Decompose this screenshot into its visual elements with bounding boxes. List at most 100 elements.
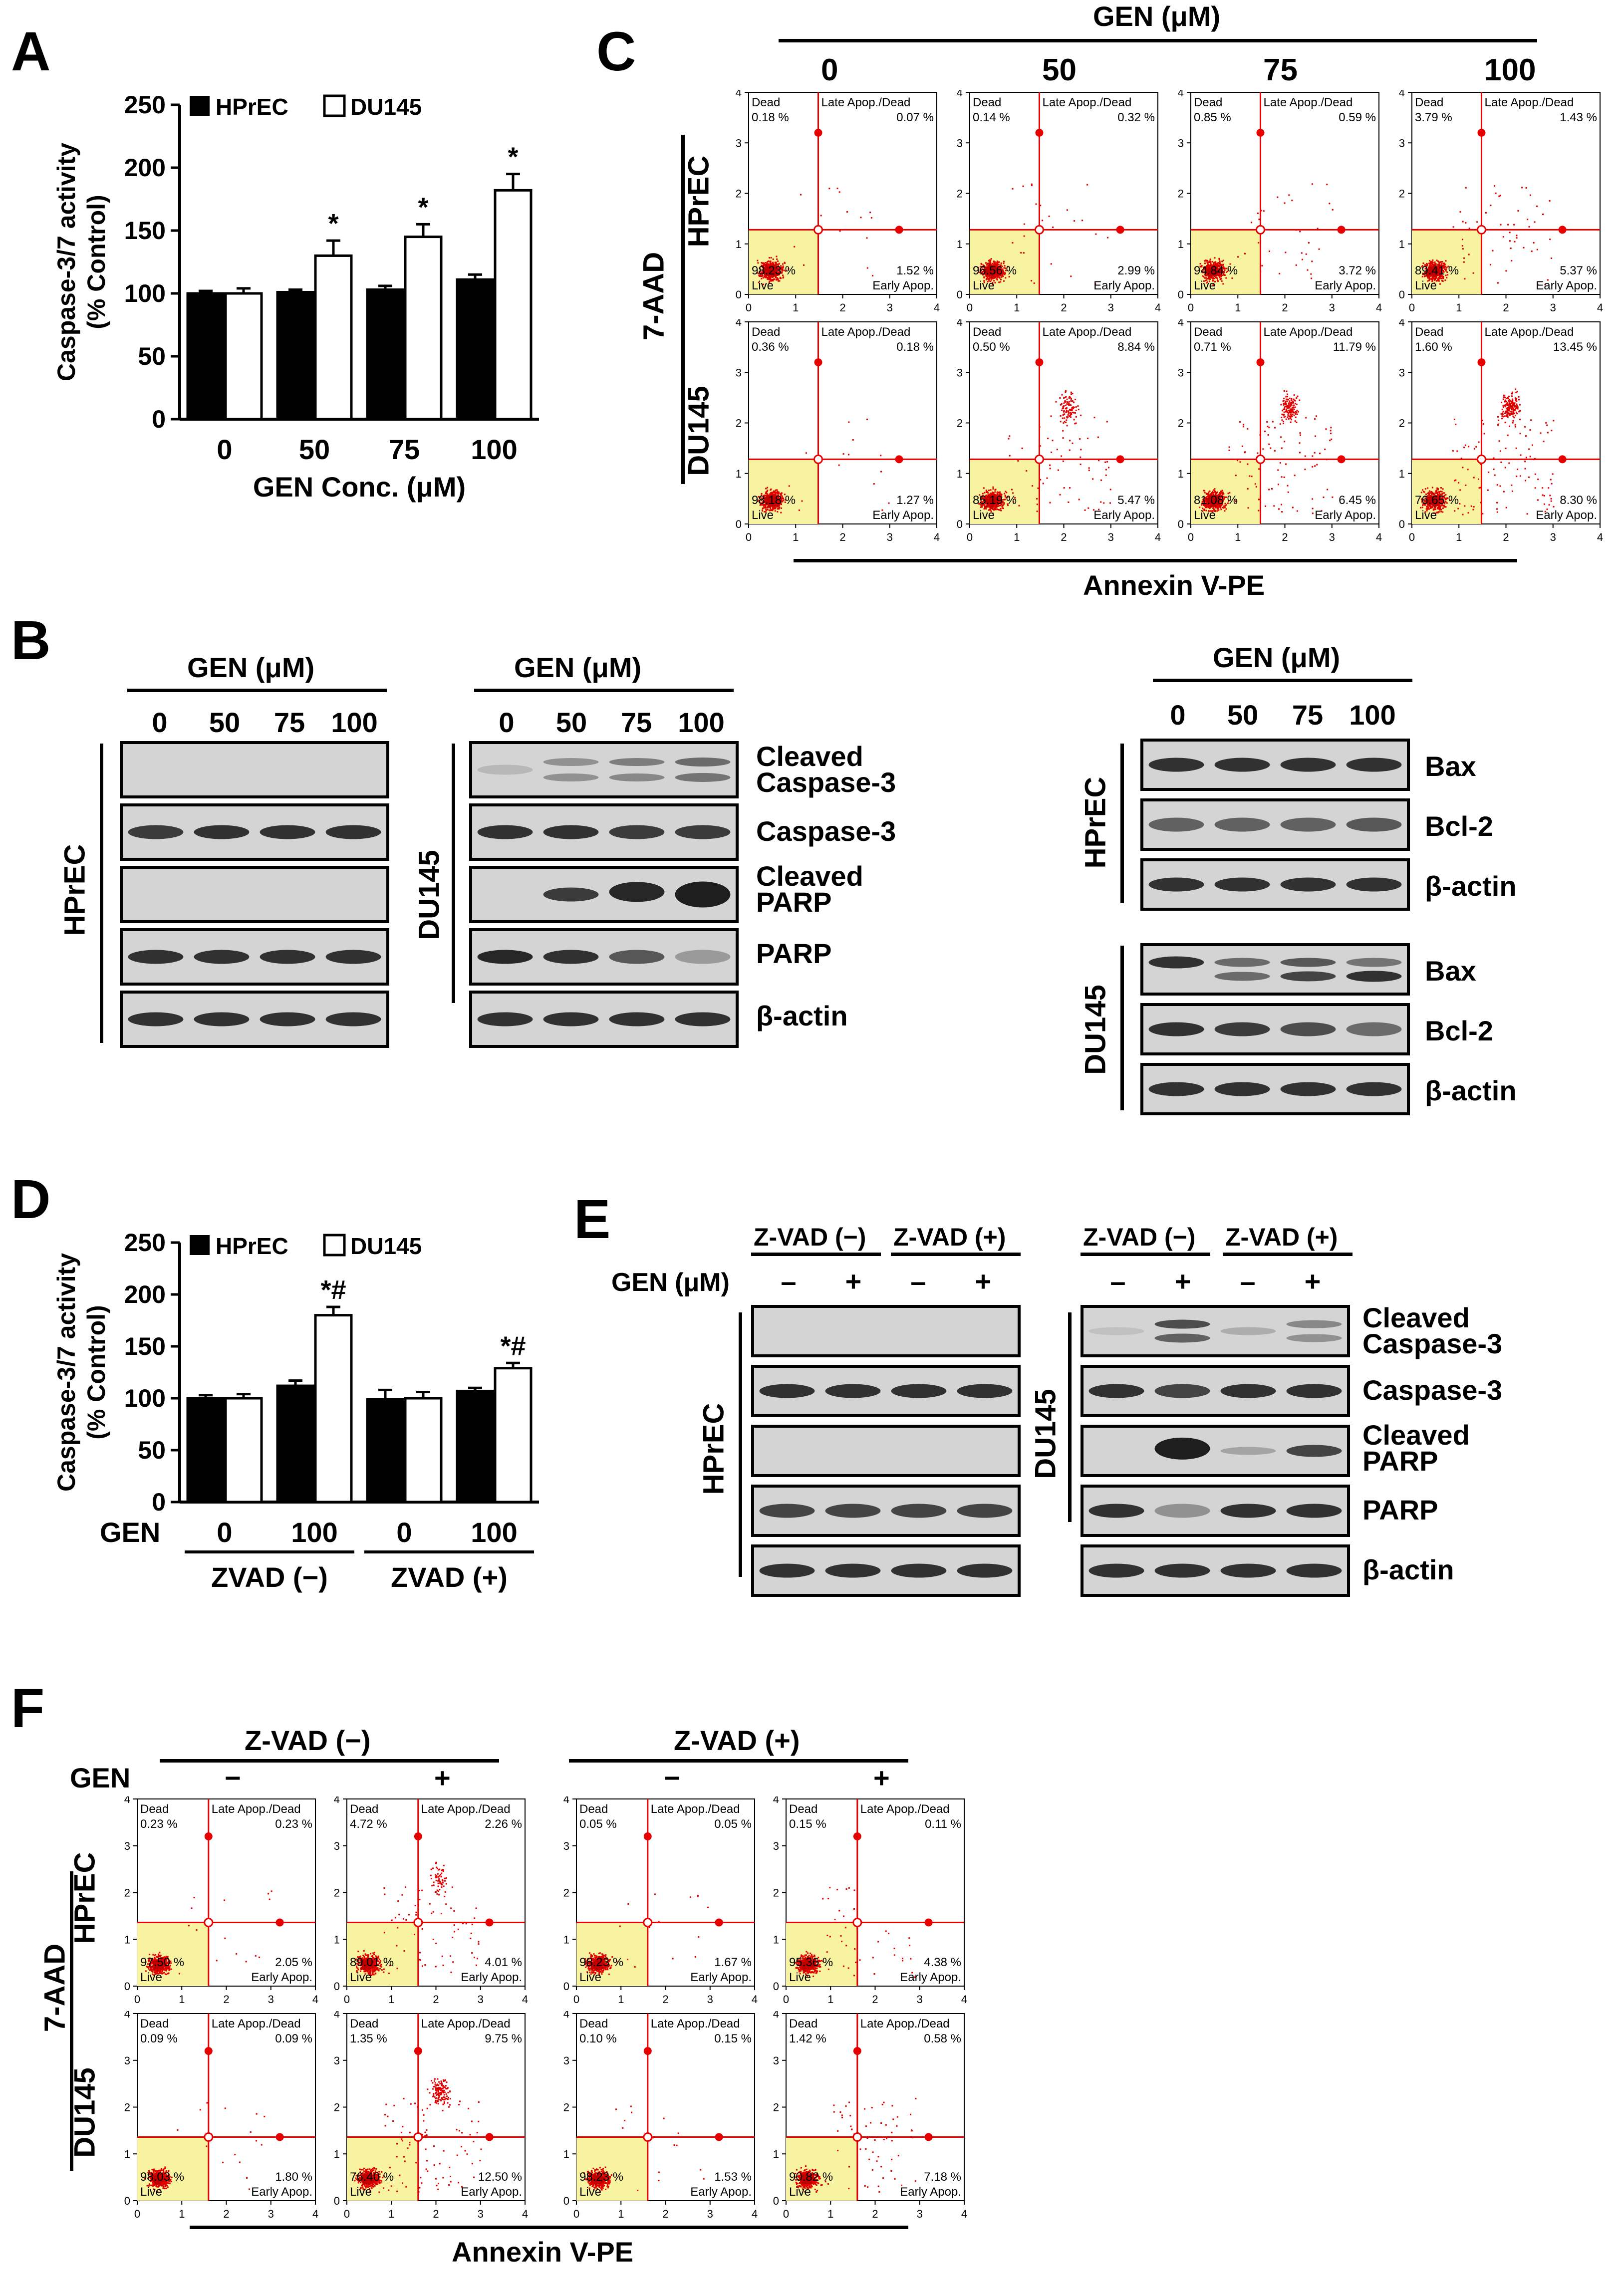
band (477, 764, 533, 775)
y-tick-label: 1 (957, 468, 963, 480)
bar-du145 (404, 1397, 443, 1504)
quadrant-early-label: Early Apop. (900, 1971, 961, 1984)
gate-handle-top (1477, 129, 1486, 137)
y-axis-label-line2: (% Control) (82, 195, 110, 329)
y-tick-label: 3 (773, 1840, 779, 1852)
band (1280, 1082, 1336, 1096)
quadrant-early-label: Early Apop. (1093, 509, 1155, 522)
band (609, 773, 665, 781)
live-gate (786, 1922, 857, 1986)
band (1346, 1082, 1402, 1096)
band (1154, 1504, 1210, 1518)
blot-hprec-cleaved-casp3 (120, 741, 389, 798)
live-gate (1412, 230, 1482, 294)
quadrant-dead-label: Dead (789, 1802, 817, 1816)
y-tick-label: 2 (773, 1887, 779, 1899)
quadrant-early-value: 1.52 % (896, 264, 934, 277)
band (325, 950, 381, 964)
quadrant-early-value: 1.67 % (714, 1956, 752, 1969)
x-tick-label: 4 (961, 2208, 967, 2220)
quadrant-late-value: 2.26 % (485, 1817, 522, 1831)
band (1088, 1384, 1144, 1398)
gate-center (1255, 225, 1265, 235)
blot-b1-header: GEN (μM) (187, 652, 315, 683)
panel-f-group-rule-plus (569, 1759, 908, 1763)
blot-hprec-bcl2 (1140, 798, 1410, 851)
y-tick-label: 4 (773, 1796, 779, 1805)
x-tick-label: 0 (217, 434, 232, 465)
quadrant-late-value: 0.05 % (714, 1817, 752, 1831)
y-tick-label: 3 (334, 1840, 340, 1852)
y-tick-label: 2 (1399, 417, 1405, 430)
quadrant-live-label: Live (1194, 279, 1216, 292)
y-tick-label: 4 (957, 319, 963, 328)
quadrant-early-value: 2.99 % (1117, 264, 1155, 277)
gate-handle-right (715, 1918, 723, 1927)
x-tick-label: 2 (1503, 531, 1509, 543)
live-gate (749, 459, 818, 524)
bar-du145 (314, 1314, 353, 1504)
quadrant-dead-label: Dead (140, 2017, 169, 2031)
y-tick-label: 50 (138, 342, 166, 370)
blot-du145-parp (469, 928, 739, 986)
blot-e-hprec-actin (751, 1544, 1021, 1597)
gate-center (813, 225, 823, 235)
y-tick-label: 250 (124, 1229, 166, 1257)
panel-label-d: D (11, 1169, 51, 1230)
blot-e1-zvad-plus: Z-VAD (+) (893, 1223, 1006, 1251)
quadrant-live-label: Live (140, 1971, 162, 1984)
x-tick-label: 100 (291, 1517, 337, 1548)
bar-du145 (314, 254, 353, 421)
quadrant-late-value: 0.58 % (924, 2032, 961, 2045)
band (1280, 958, 1336, 967)
x-tick-label: 4 (1376, 301, 1382, 314)
bar-du145 (494, 1367, 533, 1504)
blot-b3-header-rule (1153, 679, 1412, 682)
quadrant-live-label: Live (350, 1971, 372, 1984)
blot-e1-lane-1: + (845, 1266, 862, 1297)
quadrant-live-label: Live (1415, 279, 1437, 292)
event-core (762, 264, 779, 277)
band (1148, 877, 1204, 892)
y-tick-label: 1 (1178, 468, 1184, 480)
quadrant-live-label: Live (752, 279, 774, 292)
gate-center (204, 2132, 214, 2142)
quadrant-late-value: 0.18 % (896, 340, 934, 354)
legend-label-hprec: HPrEC (216, 1233, 288, 1259)
blot-b1-header-rule (127, 689, 387, 692)
y-tick-label: 2 (1178, 188, 1184, 200)
panel-c-ylabel-rule (681, 135, 685, 484)
blot-label-parp: PARP (756, 938, 832, 969)
band (1088, 1563, 1144, 1578)
gate-handle-right (924, 2133, 933, 2141)
band (543, 758, 599, 766)
y-tick-label: 0 (1178, 518, 1184, 530)
band (1148, 1022, 1204, 1036)
blot-e-label-cleaved-parp-l2: PARP (1362, 1445, 1438, 1477)
x-tick-label: 3 (478, 2208, 484, 2220)
blot-b3-side-rule-2 (1120, 946, 1124, 1110)
quadrant-dead-label: Dead (752, 96, 780, 109)
x-tick-label: 3 (1329, 531, 1335, 543)
gate-handle-right (1337, 226, 1346, 234)
blot-e-du145-actin (1081, 1544, 1350, 1597)
band (675, 881, 731, 908)
band (609, 1012, 665, 1026)
blot-b2-side-rule (452, 744, 455, 1003)
x-tick-label: 3 (1108, 301, 1114, 314)
bar-du145 (224, 1397, 263, 1504)
blot-e-label-casp3: Caspase-3 (1362, 1374, 1503, 1406)
panel-c-title-rule (779, 39, 1537, 42)
panel-f-ylabel: 7-AAD (38, 1943, 71, 2033)
panel-f-gen-0: − (225, 1762, 241, 1793)
panel-f-group-zvad-plus: Z-VAD (+) (674, 1725, 800, 1756)
gate-handle-right (1116, 226, 1124, 234)
blot-b2-side-label: DU145 (413, 850, 446, 940)
quadrant-early-value: 4.01 % (485, 1956, 522, 1969)
quadrant-dead-value: 0.05 % (579, 1817, 617, 1831)
quadrant-live-label: Live (752, 509, 774, 522)
quadrant-dead-value: 0.23 % (140, 1817, 178, 1831)
group-label: ZVAD (+) (391, 1561, 508, 1593)
